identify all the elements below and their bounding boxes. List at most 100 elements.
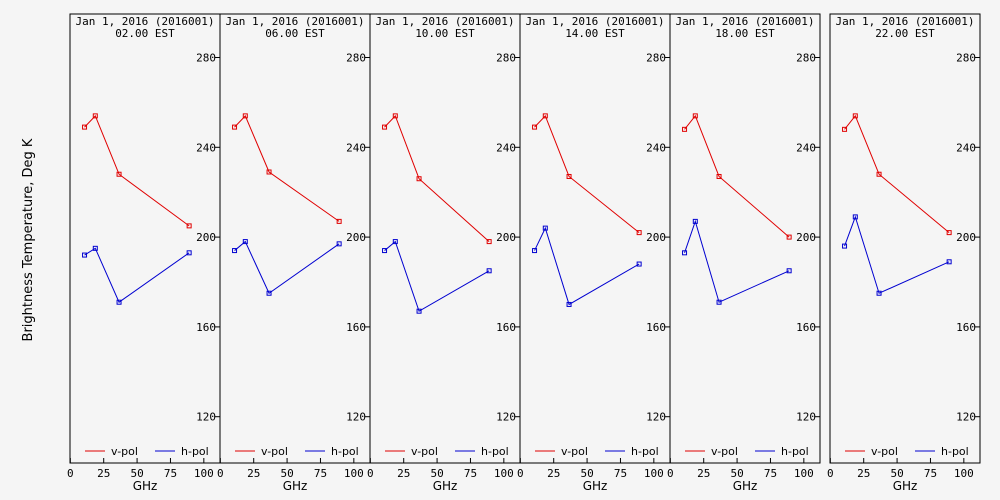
data-point-h-pol xyxy=(116,299,122,305)
x-tick-label: 0 xyxy=(217,467,224,480)
x-tick-label: 0 xyxy=(667,467,674,480)
y-tick-label: 160 xyxy=(796,321,816,334)
y-tick-label: 120 xyxy=(346,411,366,424)
x-axis-label: GHz xyxy=(583,479,608,493)
y-tick-label: 200 xyxy=(346,231,366,244)
x-tick-label: 50 xyxy=(580,467,593,480)
y-tick-label: 280 xyxy=(956,52,976,65)
y-tick-label: 160 xyxy=(496,321,516,334)
legend-label-h-pol: h-pol xyxy=(631,445,659,458)
legend-label-v-pol: v-pol xyxy=(871,445,898,458)
x-tick-label: 100 xyxy=(954,467,974,480)
x-tick-label: 75 xyxy=(314,467,327,480)
data-point-v-pol xyxy=(486,239,492,245)
x-tick-label: 100 xyxy=(494,467,514,480)
y-tick-label: 280 xyxy=(496,52,516,65)
data-point-v-pol xyxy=(92,113,98,119)
data-point-v-pol xyxy=(542,113,548,119)
x-tick-label: 0 xyxy=(517,467,524,480)
x-tick-label: 75 xyxy=(924,467,937,480)
data-point-h-pol xyxy=(692,218,698,224)
x-tick-label: 75 xyxy=(764,467,777,480)
y-tick-label: 240 xyxy=(956,141,976,154)
y-tick-label: 280 xyxy=(796,52,816,65)
series-line-v-pol xyxy=(534,114,640,234)
y-axis-label: Brightness Temperature, Deg K xyxy=(21,138,36,341)
x-tick-label: 0 xyxy=(67,467,74,480)
y-tick-label: 160 xyxy=(956,321,976,334)
data-point-h-pol xyxy=(82,252,88,258)
x-axis-label: GHz xyxy=(283,479,308,493)
legend-label-h-pol: h-pol xyxy=(331,445,359,458)
x-tick-label: 50 xyxy=(280,467,293,480)
panel-time: 06.00 EST xyxy=(265,27,325,40)
legend-label-v-pol: v-pol xyxy=(711,445,738,458)
y-tick-label: 240 xyxy=(646,141,666,154)
data-point-h-pol xyxy=(786,268,792,274)
data-point-h-pol xyxy=(186,250,192,256)
panel-time: 18.00 EST xyxy=(715,27,775,40)
series-line-h-pol xyxy=(384,240,490,312)
panel-time: 02.00 EST xyxy=(115,27,175,40)
y-tick-label: 120 xyxy=(796,411,816,424)
legend-label-h-pol: h-pol xyxy=(941,445,969,458)
panel-title: Jan 1, 2016 (2016001) xyxy=(75,15,214,28)
series-line-h-pol xyxy=(684,219,790,303)
y-tick-label: 160 xyxy=(346,321,366,334)
y-tick-label: 240 xyxy=(496,141,516,154)
panel-title: Jan 1, 2016 (2016001) xyxy=(835,15,974,28)
panel-time: 10.00 EST xyxy=(415,27,475,40)
series-line-v-pol xyxy=(384,114,490,242)
y-tick-label: 120 xyxy=(646,411,666,424)
x-tick-label: 25 xyxy=(857,467,870,480)
data-point-h-pol xyxy=(636,261,642,267)
series-line-h-pol xyxy=(534,226,640,306)
x-tick-label: 100 xyxy=(644,467,664,480)
data-point-v-pol xyxy=(82,124,88,130)
data-point-h-pol xyxy=(232,248,238,254)
x-tick-label: 50 xyxy=(130,467,143,480)
y-tick-label: 240 xyxy=(346,141,366,154)
y-tick-label: 200 xyxy=(796,231,816,244)
panel-title: Jan 1, 2016 (2016001) xyxy=(375,15,514,28)
data-point-h-pol xyxy=(416,308,422,314)
data-point-h-pol xyxy=(946,259,952,265)
data-point-v-pol xyxy=(842,126,848,132)
data-point-v-pol xyxy=(852,113,858,119)
data-point-v-pol xyxy=(636,230,642,236)
panel-6: Jan 1, 2016 (2016001)22.00 EST 120 160 200 2… xyxy=(827,13,981,493)
data-point-h-pol xyxy=(382,248,388,254)
data-point-h-pol xyxy=(336,241,342,247)
data-point-h-pol xyxy=(842,243,848,249)
x-axis-label: GHz xyxy=(733,479,758,493)
series-line-v-pol xyxy=(84,114,190,227)
legend-label-h-pol: h-pol xyxy=(181,445,209,458)
panel-frame xyxy=(669,13,821,464)
data-point-v-pol xyxy=(116,171,122,177)
y-tick-label: 200 xyxy=(956,231,976,244)
x-tick-label: 75 xyxy=(464,467,477,480)
x-tick-label: 25 xyxy=(697,467,710,480)
data-point-h-pol xyxy=(92,245,98,251)
y-tick-label: 120 xyxy=(196,411,216,424)
data-point-h-pol xyxy=(852,214,858,220)
x-axis-label: GHz xyxy=(893,479,918,493)
x-tick-label: 100 xyxy=(794,467,814,480)
y-tick-label: 280 xyxy=(346,52,366,65)
data-point-v-pol xyxy=(392,113,398,119)
data-point-v-pol xyxy=(786,234,792,240)
legend-label-v-pol: v-pol xyxy=(561,445,588,458)
series-line-v-pol xyxy=(684,114,790,238)
y-tick-label: 200 xyxy=(496,231,516,244)
y-tick-label: 200 xyxy=(196,231,216,244)
panel-2: Jan 1, 2016 (2016001)06.00 EST 120 160 200 2… xyxy=(217,13,371,493)
panel-title: Jan 1, 2016 (2016001) xyxy=(675,15,814,28)
data-point-h-pol xyxy=(486,268,492,274)
data-point-h-pol xyxy=(566,301,572,307)
series-line-h-pol xyxy=(234,240,340,294)
panel-4: Jan 1, 2016 (2016001)14.00 EST 120 160 200 2… xyxy=(517,13,671,493)
panel-title: Jan 1, 2016 (2016001) xyxy=(525,15,664,28)
x-tick-label: 25 xyxy=(397,467,410,480)
legend-label-v-pol: v-pol xyxy=(411,445,438,458)
